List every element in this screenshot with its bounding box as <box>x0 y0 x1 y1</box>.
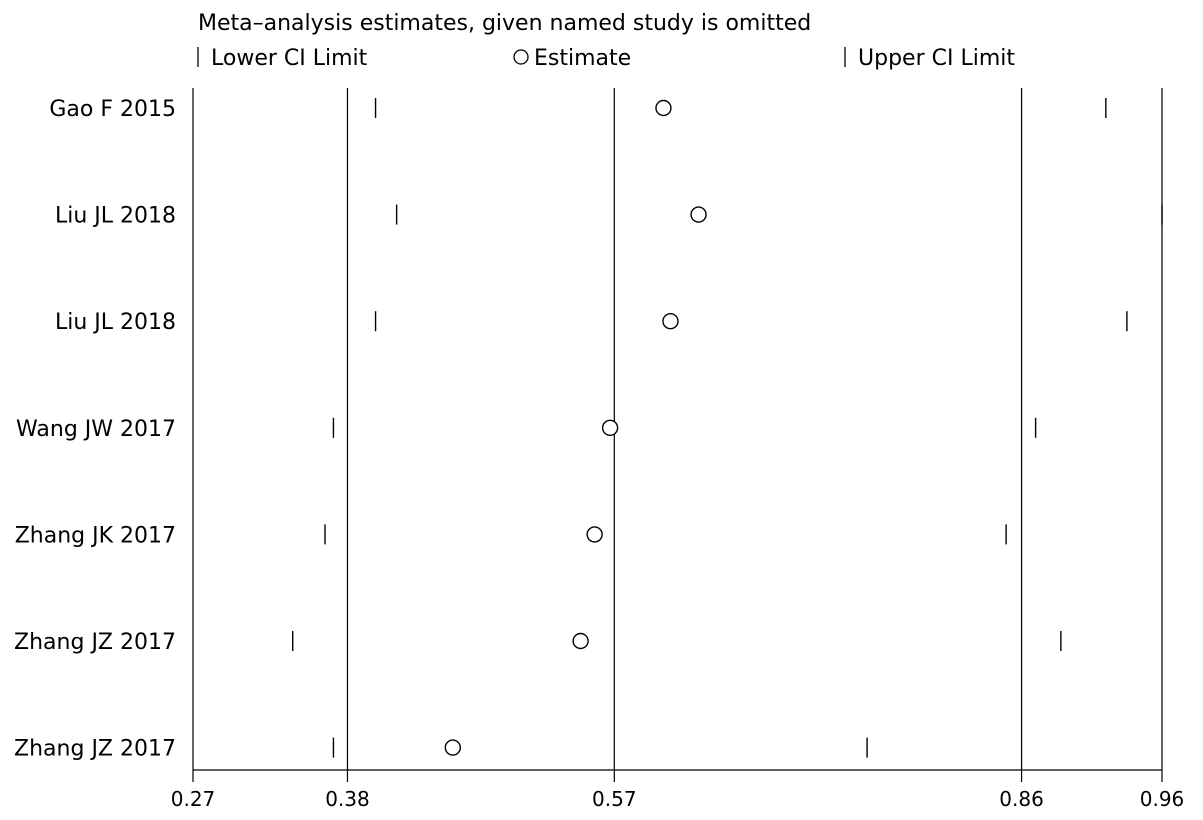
estimate-marker <box>444 739 462 756</box>
x-tick-label: 0.38 <box>325 787 370 811</box>
study-row: Liu JL 2018 <box>55 310 1128 335</box>
legend-estimate-label: Estimate <box>534 46 631 71</box>
legend-upper-label: Upper CI Limit <box>858 46 1015 71</box>
study-label: Wang JW 2017 <box>16 417 176 442</box>
x-tick-label: 0.57 <box>592 787 637 811</box>
study-label: Zhang JZ 2017 <box>14 737 176 762</box>
x-tick-label: 0.96 <box>1140 787 1185 811</box>
study-label: Zhang JZ 2017 <box>14 630 176 655</box>
study-row: Zhang JZ 2017 <box>14 630 1062 655</box>
study-row: Wang JW 2017 <box>16 417 1037 442</box>
study-label: Zhang JK 2017 <box>15 523 176 548</box>
estimate-marker <box>655 99 672 117</box>
study-label: Liu JL 2018 <box>55 310 176 335</box>
study-row: Gao F 2015 <box>49 97 1107 122</box>
estimate-marker <box>572 632 589 650</box>
legend: Lower CI Limit Estimate Upper CI Limit <box>197 46 1015 71</box>
x-axis: 0.27 0.38 0.57 0.86 0.96 <box>171 769 1185 811</box>
reference-lines <box>346 88 1023 770</box>
x-tick-label: 0.86 <box>999 787 1044 811</box>
estimate-marker <box>662 313 679 330</box>
plot-area <box>192 88 1163 770</box>
legend-lower-label: Lower CI Limit <box>211 46 368 71</box>
estimate-marker <box>601 419 619 436</box>
estimate-marker <box>586 526 603 543</box>
study-row: Zhang JZ 2017 <box>14 737 868 762</box>
study-label: Liu JL 2018 <box>55 204 176 229</box>
estimate-marker <box>690 206 707 223</box>
x-tick-label: 0.27 <box>171 787 216 811</box>
chart-title: Meta–analysis estimates, given named stu… <box>198 11 811 36</box>
study-row: Zhang JK 2017 <box>15 523 1007 548</box>
study-rows: Gao F 2015 Liu JL 2018 Liu JL 2018 Wang JW … <box>14 97 1163 762</box>
study-label: Gao F 2015 <box>49 97 176 122</box>
study-row: Liu JL 2018 <box>55 204 1163 229</box>
legend-estimate-symbol <box>513 49 529 65</box>
